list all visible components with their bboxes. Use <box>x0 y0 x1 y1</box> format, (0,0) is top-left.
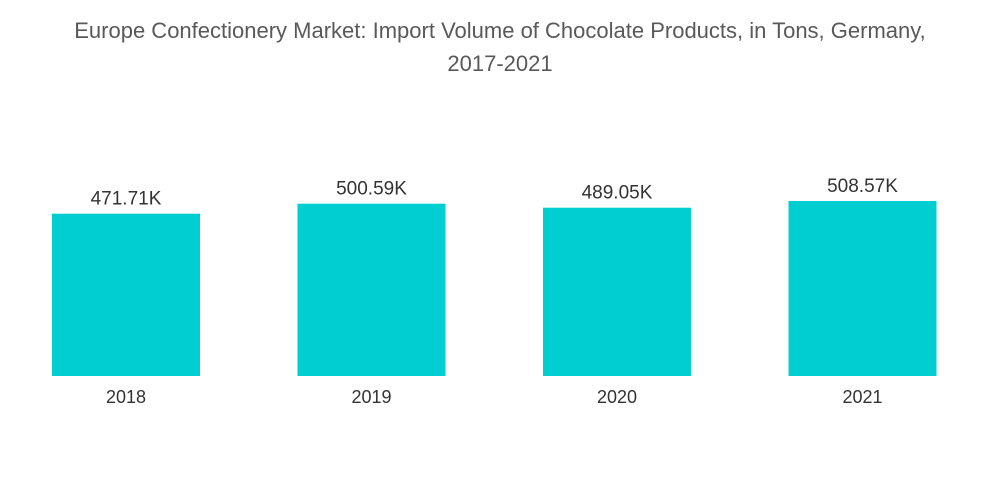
value-labels-group: 471.71K 500.59K 489.05K 508.57K <box>91 176 899 210</box>
value-label-2021: 508.57K <box>827 176 898 197</box>
bar-2018 <box>52 213 200 376</box>
x-tick-labels-group: 2018 2019 2020 2021 <box>106 387 883 407</box>
value-label-2019: 500.59K <box>336 179 407 200</box>
bar-2021 <box>788 201 937 376</box>
value-label-2020: 489.05K <box>582 183 653 204</box>
x-tick-label-2019: 2019 <box>351 387 391 407</box>
x-tick-label-2020: 2020 <box>597 387 637 407</box>
bar-2020 <box>543 207 691 376</box>
chart-title-line-1: Europe Confectionery Market: Import Volu… <box>74 18 926 43</box>
chart-title: Europe Confectionery Market: Import Volu… <box>0 14 1000 80</box>
x-tick-label-2018: 2018 <box>106 387 146 407</box>
bar-2019 <box>297 203 446 376</box>
x-tick-label-2021: 2021 <box>842 387 882 407</box>
chart-title-line-2: 2017-2021 <box>447 51 553 76</box>
value-label-2018: 471.71K <box>91 189 162 210</box>
bars-group <box>52 201 937 376</box>
